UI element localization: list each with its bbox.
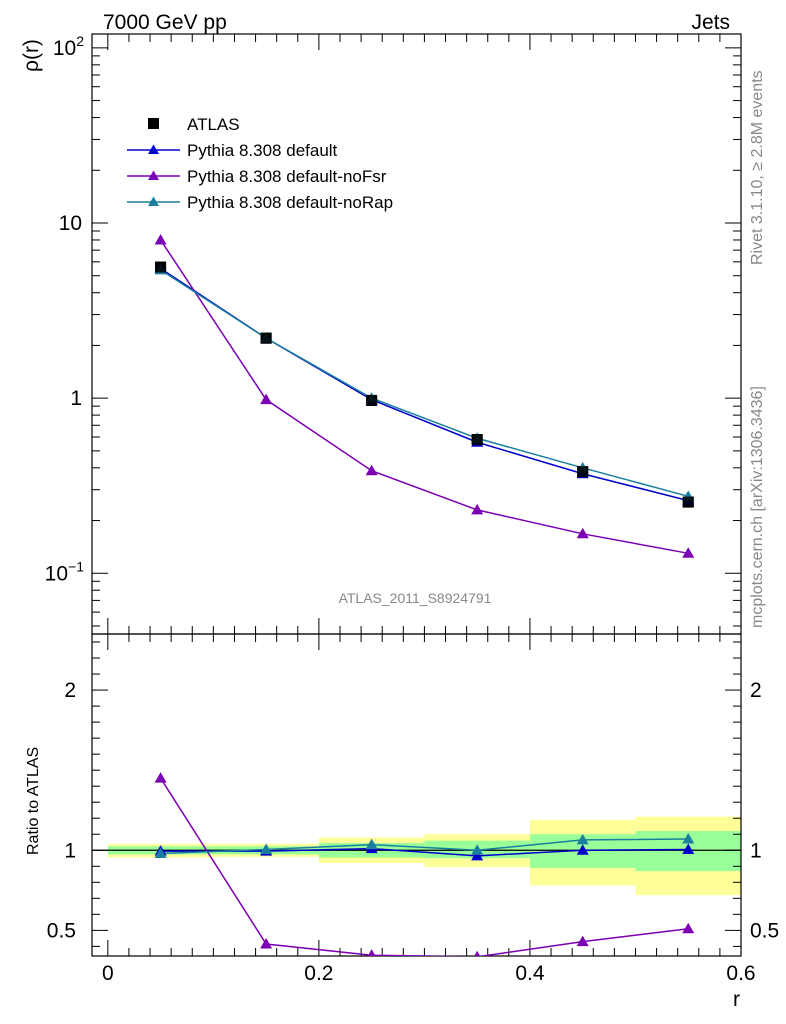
main-y-axis-label: ρ(r) (20, 39, 43, 72)
ratio-y-tick-label: 1 (64, 839, 76, 862)
ratio-point-pythia-8-308-default-nofsr (367, 949, 376, 956)
ratio-point-pythia-8-308-default-norap (682, 833, 695, 844)
main-y-tick-label: 10−1 (45, 558, 85, 585)
header-process-label: Jets (691, 11, 730, 34)
ratio-point-pythia-8-308-default-norap (471, 844, 484, 855)
ratio-point-pythia-8-308-default-norap (576, 833, 589, 845)
data-point-atlas-top (260, 332, 272, 344)
main-y-tick-label: 102 (53, 33, 84, 60)
x-tick-label: 0.6 (726, 962, 755, 985)
ratio-point-pythia-8-308-default (471, 849, 484, 861)
legend-marker-default (148, 144, 159, 154)
ratio-y-tick-label: 0.5 (47, 919, 76, 942)
main-y-tick-label: 10 (59, 212, 82, 235)
data-point-atlas-top (155, 261, 167, 273)
ratio-point-pythia-8-308-default-nofsr (474, 950, 481, 956)
ratio-point-pythia-8-308-default-nofsr (682, 922, 695, 934)
ratio-point-pythia-8-308-default-norap (154, 847, 167, 858)
data-point-pythia-8-308-default-nofsr (365, 464, 378, 476)
ratio-line-pythia-8-308-default (160, 847, 689, 857)
ratio-point-pythia-8-308-default-norap (260, 843, 273, 854)
ratio-y-tick-label-right: 0.5 (750, 919, 779, 942)
ratio-y-axis-label: Ratio to ATLAS (25, 747, 42, 855)
x-tick-label: 0 (102, 962, 114, 985)
series-line-pythia-8-308-default-nofsr (159, 239, 689, 555)
series-line-pythia-8-308-default-norap (160, 269, 689, 498)
ratio-series-group (154, 772, 695, 956)
data-point-pythia-8-308-default-nofsr (260, 393, 273, 405)
data-point-pythia-8-308-default-nofsr (682, 547, 695, 558)
ratio-axes: 0.5 0.5 1 1 2 2 0 0.2 0.4 0.6 (47, 633, 779, 985)
legend-label-nofsr: Pythia 8.308 default-noFsr (187, 167, 387, 186)
ratio-point-pythia-8-308-default (682, 843, 695, 854)
data-point-atlas-top (471, 434, 483, 446)
ratio-line-pythia-8-308-default-norap (160, 838, 689, 855)
ratio-point-pythia-8-308-default-nofsr (154, 772, 167, 783)
ratio-point-pythia-8-308-default-nofsr (260, 937, 273, 949)
main-y-tick-label: 1 (70, 387, 82, 410)
x-tick-label: 0.4 (515, 962, 545, 985)
legend-marker-atlas (148, 118, 159, 129)
main-series (154, 233, 695, 558)
ratio-point-pythia-8-308-default-norap (365, 838, 378, 850)
ratio-point-pythia-8-308-default (576, 844, 589, 855)
header-energy-label: 7000 GeV pp (103, 11, 227, 34)
analysis-label: ATLAS_2011_S8924791 (339, 590, 492, 606)
data-point-pythia-8-308-default-nofsr (154, 233, 167, 245)
legend: ATLAS Pythia 8.308 default Pythia 8.308 … (127, 115, 393, 212)
ratio-series (154, 772, 695, 956)
legend-marker-nofsr (148, 170, 159, 180)
ratio-uncertainty-bands (92, 816, 741, 896)
rivet-version-label: Rivet 3.1.10, ≥ 2.8M events (749, 70, 766, 265)
ratio-point-pythia-8-308-default-nofsr (576, 935, 589, 947)
ratio-y-tick-label: 2 (64, 679, 76, 702)
x-tick-label: 0.2 (304, 962, 333, 985)
data-point-pythia-8-308-default-nofsr (471, 503, 484, 515)
legend-label-default: Pythia 8.308 default (187, 141, 338, 160)
ratio-y-tick-label-right: 1 (750, 839, 762, 862)
data-point-atlas-top (366, 394, 378, 406)
legend-marker-norap (148, 196, 159, 206)
data-point-pythia-8-308-default-nofsr (576, 527, 589, 539)
legend-label-atlas: ATLAS (187, 115, 240, 134)
series-line-pythia-8-308-default (160, 267, 689, 502)
data-point-atlas-top (682, 496, 694, 508)
legend-label-norap: Pythia 8.308 default-noRap (187, 193, 393, 212)
ratio-plot-frame (91, 633, 742, 957)
data-point-atlas-top (577, 466, 589, 478)
mcplots-label: mcplots.cern.ch [arXiv:1306.3436] (749, 386, 766, 628)
ratio-line-pythia-8-308-default-nofsr (159, 777, 689, 956)
x-axis-label: r (733, 988, 740, 1011)
ratio-y-tick-label-right: 2 (750, 679, 762, 702)
